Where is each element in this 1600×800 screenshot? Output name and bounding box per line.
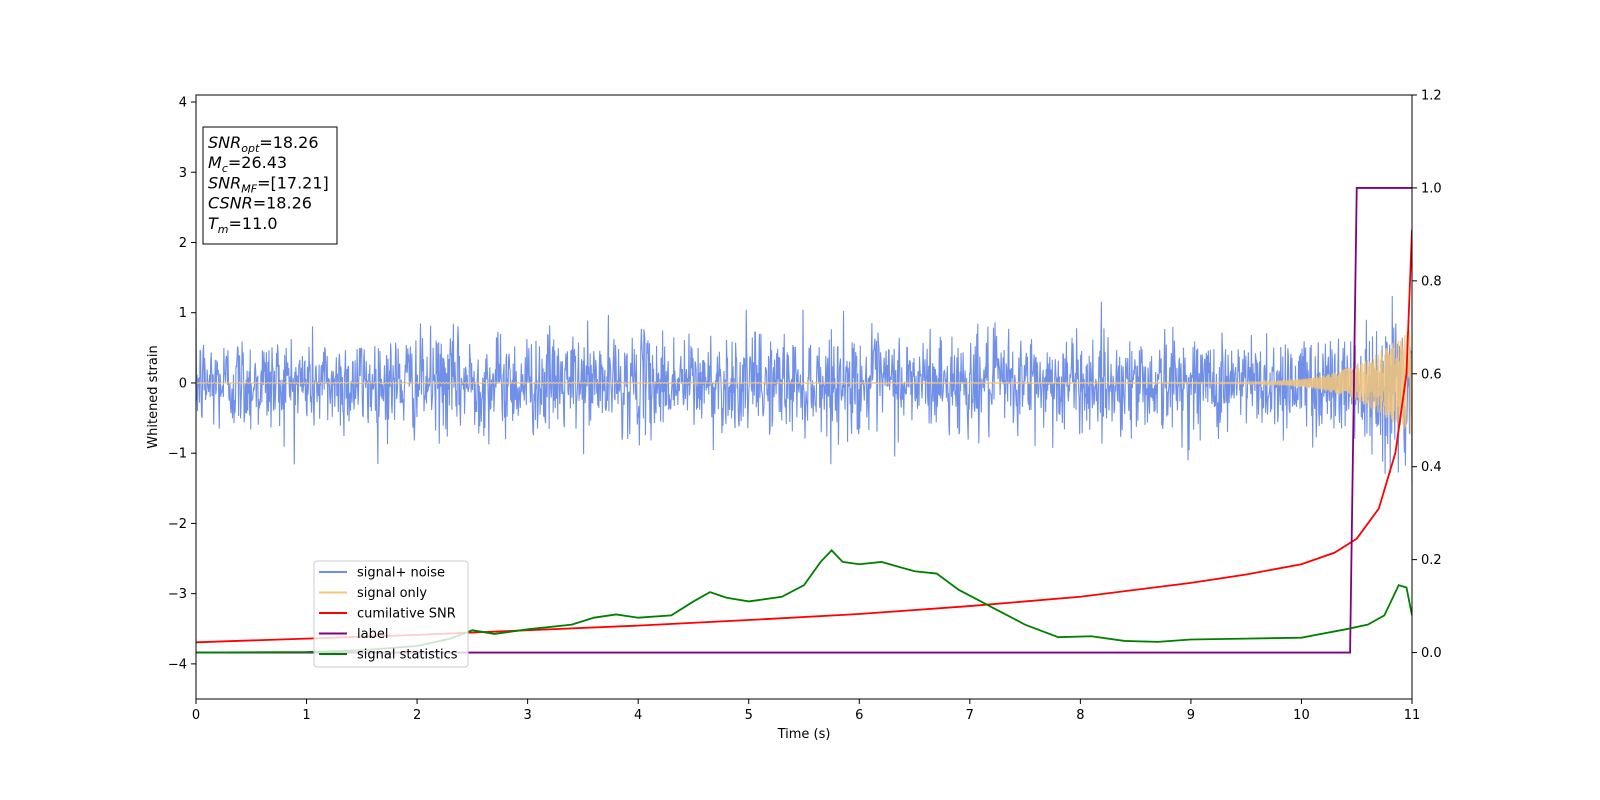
legend-entry-label: label bbox=[357, 627, 388, 642]
y-left-tick-label: 2 bbox=[179, 236, 187, 251]
x-tick-label: 9 bbox=[1187, 708, 1195, 723]
y-left-tick-label: −1 bbox=[168, 447, 187, 462]
x-axis-label: Time (s) bbox=[777, 727, 831, 742]
annotation-box: SNRopt=18.26Mc=26.43SNRMF=[17.21]CSNR=18… bbox=[202, 126, 338, 245]
y-left-tick-label: 0 bbox=[179, 376, 187, 391]
axes-frame bbox=[195, 94, 1413, 700]
x-tick-label: 2 bbox=[413, 708, 421, 723]
x-tick-label: 0 bbox=[192, 708, 200, 723]
y-left-tick-label: 4 bbox=[179, 96, 187, 111]
x-tick-label: 4 bbox=[634, 708, 642, 723]
x-tick-label: 10 bbox=[1293, 708, 1310, 723]
legend-entry-label: signal+ noise bbox=[357, 566, 445, 581]
legend-entry-label: cumilative SNR bbox=[357, 607, 456, 622]
y-right-tick-label: 0.4 bbox=[1421, 460, 1442, 475]
y-left-tick-label: 3 bbox=[179, 166, 187, 181]
y-right-tick-label: 0.2 bbox=[1421, 553, 1442, 568]
legend-entry-label: signal only bbox=[357, 586, 427, 601]
annotation-line: SNRMF=[17.21] bbox=[208, 173, 329, 195]
plot-area bbox=[196, 187, 1412, 654]
series-label-line bbox=[196, 187, 1412, 654]
annotation-line: CSNR=18.26 bbox=[208, 194, 312, 213]
x-tick-label: 3 bbox=[523, 708, 531, 723]
series-signal-only-line bbox=[196, 330, 1412, 440]
x-tick-label: 5 bbox=[745, 708, 753, 723]
y-right-tick-label: 1.0 bbox=[1421, 181, 1442, 196]
x-tick-label: 6 bbox=[855, 708, 863, 723]
y-right-tick-label: 0.0 bbox=[1421, 646, 1442, 661]
y-right-tick-label: 0.6 bbox=[1421, 367, 1442, 382]
axes: 0 1 2 3 4 5 6 7 8 9 10 11 −4 −3 −2 −1 0 1 2 3 4 0.0 0.2 0.4 0.6 0… bbox=[168, 89, 1442, 724]
y-right-tick-label: 0.8 bbox=[1421, 274, 1442, 289]
y-left-tick-label: −4 bbox=[168, 657, 187, 672]
y-left-tick-label: 1 bbox=[179, 306, 187, 321]
x-tick-label: 7 bbox=[966, 708, 974, 723]
series-signal-noise-line bbox=[196, 296, 1412, 484]
y-right-tick-label: 1.2 bbox=[1421, 89, 1442, 104]
legend-frame bbox=[313, 560, 469, 668]
legend: signal+ noise signal only cumilative SNR la… bbox=[313, 560, 469, 668]
annotation-line: Tm=11.0 bbox=[208, 214, 278, 236]
y-axis-label: Whitened strain bbox=[146, 345, 161, 448]
y-left-tick-label: −3 bbox=[168, 587, 187, 602]
legend-entry-label: signal statistics bbox=[357, 648, 458, 663]
annotation-frame bbox=[202, 126, 338, 245]
x-tick-label: 1 bbox=[302, 708, 310, 723]
annotation-line: Mc=26.43 bbox=[208, 153, 287, 175]
y-left-tick-label: −2 bbox=[168, 517, 187, 532]
series-signal-statistics-line bbox=[196, 549, 1412, 654]
x-tick-label: 11 bbox=[1404, 708, 1421, 723]
x-tick-label: 8 bbox=[1076, 708, 1084, 723]
annotation-line: SNRopt=18.26 bbox=[208, 133, 319, 155]
